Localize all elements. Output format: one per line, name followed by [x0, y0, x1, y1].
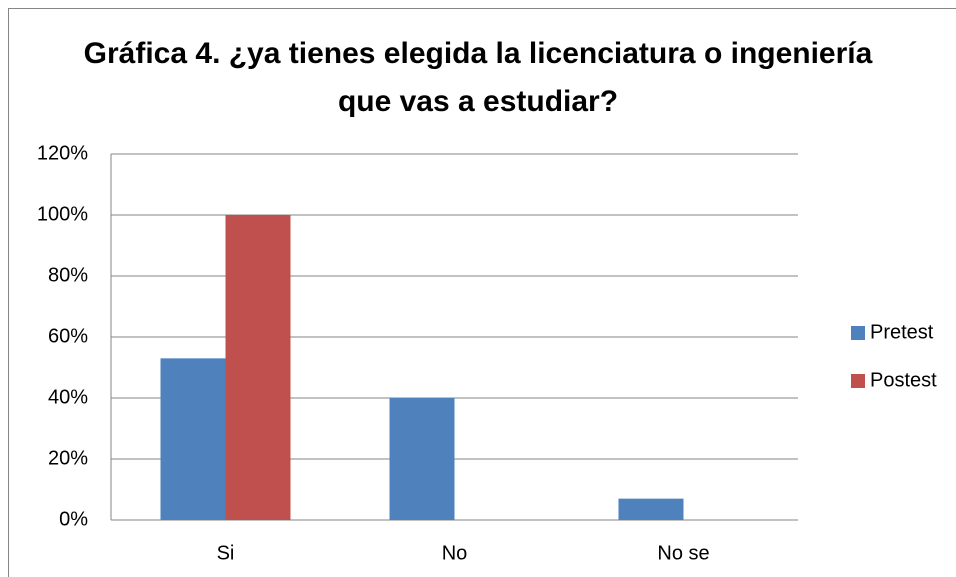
bar — [618, 498, 684, 520]
legend-label: Postest — [870, 369, 937, 391]
bar — [225, 215, 291, 520]
y-tick-label: 60% — [48, 325, 88, 347]
y-tick-label: 120% — [37, 142, 88, 164]
y-tick-label: 100% — [37, 203, 88, 225]
x-tick-label: No — [442, 542, 468, 564]
legend-label: Pretest — [870, 321, 934, 343]
x-tick-label: Si — [217, 542, 235, 564]
chart-title: Gráfica 4. ¿ya tienes elegida la licenci… — [83, 37, 873, 118]
y-tick-label: 40% — [48, 386, 88, 408]
bar — [160, 358, 226, 520]
legend-swatch — [851, 326, 865, 340]
y-tick-label: 20% — [48, 447, 88, 469]
y-tick-label: 0% — [59, 508, 88, 530]
chart-border — [8, 8, 956, 577]
x-tick-label: No se — [657, 542, 709, 564]
bar — [389, 398, 455, 520]
legend-swatch — [851, 374, 865, 388]
y-tick-label: 80% — [48, 264, 88, 286]
